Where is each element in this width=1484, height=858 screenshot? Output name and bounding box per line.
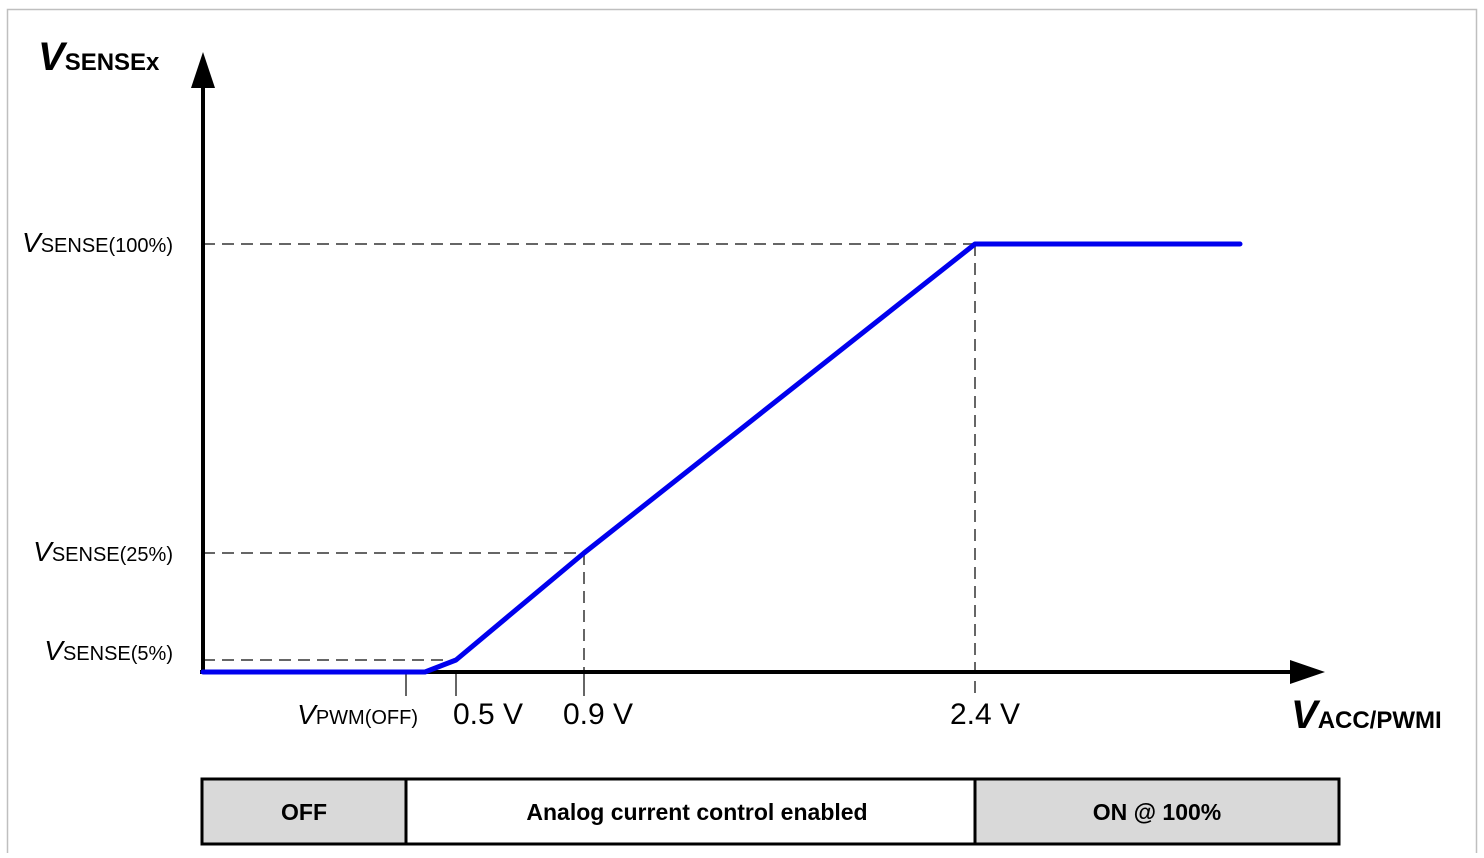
band-analog-label: Analog current control enabled (526, 799, 867, 825)
band-off (200, 777, 408, 846)
y-axis-title: VSENSEx (38, 35, 160, 79)
band-on (973, 777, 1341, 846)
series-line (200, 241, 1243, 675)
x-label-24: 2.4 V (950, 698, 1020, 731)
x-label-vpwm: VPWM(OFF) (297, 699, 418, 730)
guide-lines (203, 243, 976, 700)
y-label-5: VSENSE(5%) (44, 635, 173, 666)
band-off-label: OFF (281, 799, 327, 825)
y-axis-arrow (191, 52, 215, 88)
y-label-25: VSENSE(25%) (33, 536, 173, 567)
figure-border (6, 8, 1478, 858)
band-on-label: ON @ 100% (1093, 799, 1222, 825)
x-label-05: 0.5 V (453, 698, 523, 731)
x-axis-title: VACC/PWMI (1291, 693, 1442, 737)
x-axis-arrow (1290, 660, 1325, 684)
mode-band-bar: OFF Analog current control enabled ON @ … (200, 777, 1341, 846)
y-label-100: VSENSE(100%) (22, 227, 173, 258)
x-label-09: 0.9 V (563, 698, 633, 731)
